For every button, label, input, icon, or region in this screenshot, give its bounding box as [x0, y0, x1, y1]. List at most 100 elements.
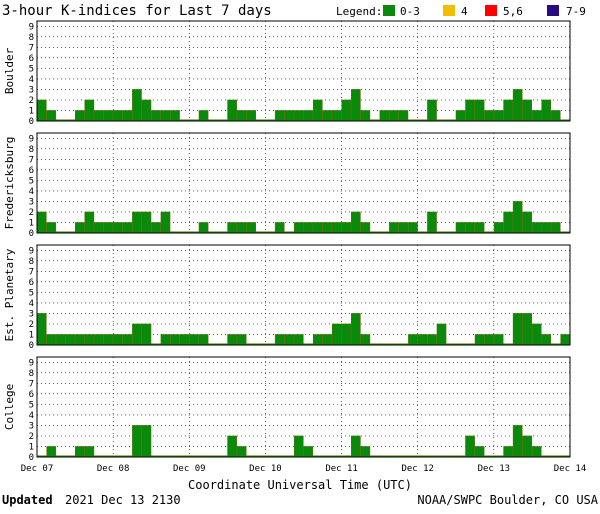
x-tick-label: Dec 08 — [97, 464, 130, 474]
legend: Legend: 0-3 4 5,6 7-9 — [336, 5, 586, 18]
bar — [122, 222, 133, 234]
chart-title: 3-hour K-indices for Last 7 days — [2, 3, 272, 19]
bar — [427, 334, 437, 346]
y-tick-label: 8 — [29, 145, 34, 155]
bar — [122, 334, 133, 346]
bar — [474, 222, 485, 234]
bar — [46, 222, 57, 234]
panel-frame — [36, 244, 571, 346]
bar — [512, 313, 523, 346]
bar — [75, 334, 85, 346]
bar — [332, 323, 342, 346]
bar — [379, 110, 390, 122]
bar — [246, 110, 256, 122]
y-tick-label: 5 — [29, 288, 34, 298]
y-tick-label: 0 — [29, 453, 34, 463]
bar — [170, 110, 180, 122]
bar — [84, 211, 95, 234]
bar — [332, 222, 342, 234]
bar — [103, 334, 114, 346]
bar — [246, 222, 256, 234]
bar — [427, 211, 437, 234]
bar — [46, 110, 57, 122]
bar — [351, 435, 361, 458]
bar — [132, 211, 142, 234]
y-tick-label: 1 — [29, 218, 34, 228]
y-tick-label: 7 — [29, 155, 34, 165]
y-tick-label: 3 — [29, 197, 34, 207]
bar — [332, 110, 342, 122]
y-tick-label: 0 — [29, 229, 34, 239]
legend-swatch-5-6 — [485, 5, 497, 16]
updated-label: Updated — [2, 493, 53, 507]
bar — [550, 222, 561, 234]
bar — [398, 110, 409, 122]
y-tick-label: 9 — [29, 358, 34, 368]
bar — [512, 89, 523, 122]
bar — [75, 446, 85, 458]
bar — [465, 222, 475, 234]
bar — [389, 222, 399, 234]
bar — [360, 334, 371, 346]
bar — [341, 99, 352, 122]
panel-border — [36, 356, 571, 458]
bar — [351, 89, 361, 122]
bar — [236, 110, 247, 122]
bar — [46, 446, 57, 458]
bar — [160, 110, 171, 122]
bar — [493, 334, 504, 346]
bar — [189, 334, 199, 346]
bar — [132, 425, 142, 458]
x-tick-label: Dec 09 — [173, 464, 206, 474]
bar — [274, 334, 285, 346]
y-tick-label: 5 — [29, 64, 34, 74]
updated-value: 2021 Dec 13 2130 — [65, 493, 181, 507]
bar — [312, 222, 323, 234]
bar — [408, 334, 418, 346]
panel-border — [36, 132, 571, 234]
bar — [351, 313, 361, 346]
bar — [360, 446, 371, 458]
bar — [75, 110, 85, 122]
bar — [236, 334, 247, 346]
bar — [94, 334, 104, 346]
y-tick-label: 5 — [29, 400, 34, 410]
bar — [94, 222, 104, 234]
bar — [541, 222, 552, 234]
bar — [493, 110, 504, 122]
bar — [560, 334, 571, 346]
bar — [160, 211, 171, 234]
bar — [531, 323, 542, 346]
bar — [531, 110, 542, 122]
y-tick-label: 8 — [29, 33, 34, 43]
bar — [312, 99, 323, 122]
bar — [274, 110, 285, 122]
legend-swatch-7-9 — [547, 5, 559, 16]
bar — [132, 323, 142, 346]
y-tick-label: 5 — [29, 176, 34, 186]
bar — [236, 222, 247, 234]
bar — [474, 99, 485, 122]
panel-border — [36, 244, 571, 346]
bar — [55, 334, 66, 346]
bar — [141, 323, 152, 346]
bar — [293, 110, 304, 122]
bar — [227, 222, 237, 234]
x-tick-labels: Dec 07 Dec 08 Dec 09 Dec 10 Dec 11 Dec 12 Dec … — [21, 464, 587, 474]
bar — [322, 110, 333, 122]
bar — [132, 89, 142, 122]
bar — [198, 334, 209, 346]
bar — [341, 222, 352, 234]
y-tick-label: 6 — [29, 390, 34, 400]
bar — [293, 222, 304, 234]
bar — [408, 222, 418, 234]
x-tick-label: Dec 10 — [249, 464, 282, 474]
bar — [293, 334, 304, 346]
bar — [274, 222, 285, 234]
y-tick-label: 8 — [29, 369, 34, 379]
